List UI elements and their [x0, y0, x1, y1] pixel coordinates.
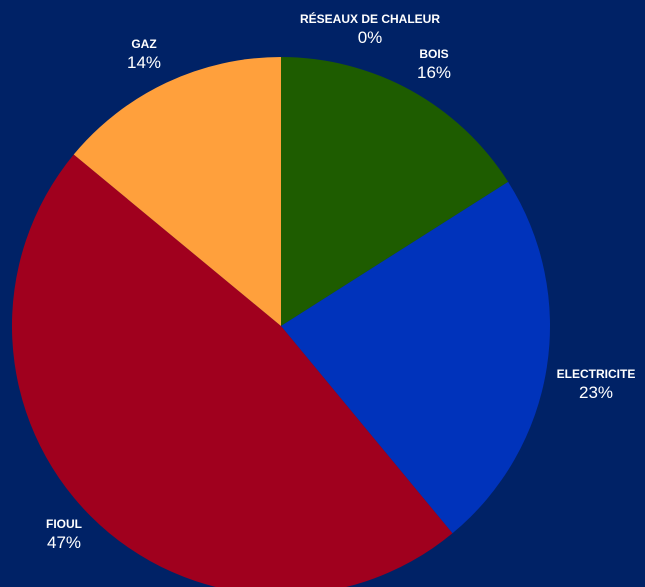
slice-value-fioul: 47%	[47, 533, 81, 552]
pie-slices	[11, 56, 551, 587]
slice-label-r-seaux-de-chaleur: RÉSEAUX DE CHALEUR	[300, 11, 440, 26]
slice-value-bois: 16%	[417, 63, 451, 82]
pie-slice-gaz	[73, 56, 281, 326]
slice-value-gaz: 14%	[127, 53, 161, 72]
pie-slice-electricite	[281, 181, 551, 534]
slice-label-bois: BOIS	[419, 47, 448, 61]
slice-value-electricite: 23%	[579, 383, 613, 402]
slice-labels: BOIS 16% ELECTRICITE 23% FIOUL 47% GAZ 14% RÉSEA…	[46, 11, 635, 552]
slice-label-fioul: FIOUL	[46, 517, 82, 531]
slice-value-r-seaux-de-chaleur: 0%	[358, 28, 383, 47]
pie-slice-fioul	[11, 154, 453, 587]
slice-label-gaz: GAZ	[131, 37, 156, 51]
pie-slice-bois	[281, 57, 509, 326]
slice-label-electricite: ELECTRICITE	[557, 367, 636, 381]
